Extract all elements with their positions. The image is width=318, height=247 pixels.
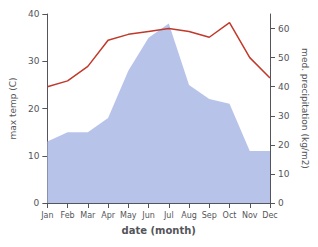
svg-text:20: 20: [278, 140, 290, 150]
svg-text:0: 0: [278, 198, 284, 208]
svg-text:date (month): date (month): [121, 225, 195, 236]
svg-text:40: 40: [278, 82, 290, 92]
svg-text:30: 30: [278, 111, 290, 121]
svg-text:Jun: Jun: [141, 211, 155, 220]
svg-text:Jan: Jan: [40, 211, 53, 220]
svg-text:med. precipitation (kg/m2): med. precipitation (kg/m2): [300, 48, 310, 169]
svg-text:10: 10: [278, 169, 290, 179]
svg-text:Feb: Feb: [61, 211, 75, 220]
svg-text:Mar: Mar: [80, 211, 96, 220]
svg-text:0: 0: [34, 198, 40, 208]
svg-text:40: 40: [28, 9, 40, 19]
svg-text:Nov: Nov: [242, 211, 258, 220]
svg-text:60: 60: [278, 24, 290, 34]
svg-text:Sep: Sep: [202, 211, 217, 220]
svg-text:Aug: Aug: [181, 211, 197, 220]
svg-text:Oct: Oct: [223, 211, 237, 220]
svg-text:50: 50: [278, 53, 290, 63]
svg-text:20: 20: [28, 104, 40, 114]
svg-text:May: May: [120, 211, 137, 220]
svg-text:30: 30: [28, 56, 40, 66]
svg-text:Apr: Apr: [101, 211, 116, 220]
svg-text:Dec: Dec: [262, 211, 277, 220]
svg-text:Jul: Jul: [163, 211, 174, 220]
svg-text:10: 10: [28, 151, 40, 161]
svg-text:max temp (C): max temp (C): [8, 77, 18, 139]
